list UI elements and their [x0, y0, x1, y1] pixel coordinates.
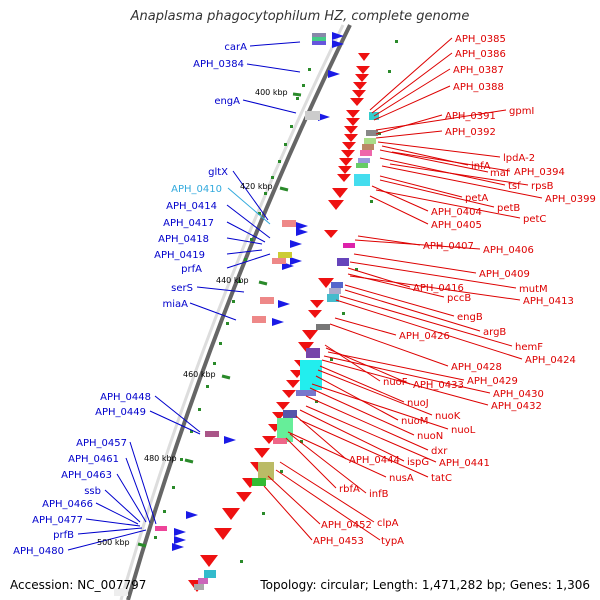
gene-label-APH_0391[interactable]: APH_0391 [445, 111, 496, 122]
gene-label-APH_0414[interactable]: APH_0414 [166, 201, 217, 212]
gene-label-APH_0399[interactable]: APH_0399 [545, 194, 596, 205]
gene-label-APH_0386[interactable]: APH_0386 [455, 49, 506, 60]
gene-label-engB[interactable]: engB [457, 312, 483, 323]
gene-label-petC[interactable]: petC [523, 214, 546, 225]
genome-backbone-inner [119, 24, 345, 600]
gene-label-nuoK[interactable]: nuoK [435, 411, 461, 422]
tick-label-400: 400 kbp [255, 88, 288, 97]
gene-label-APH_0452[interactable]: APH_0452 [321, 520, 372, 531]
gene-label-APH_0394[interactable]: APH_0394 [514, 167, 565, 178]
gene-label-APH_0409[interactable]: APH_0409 [479, 269, 530, 280]
tick-label-500: 500 kbp [97, 538, 130, 547]
gene-label-APH_0392[interactable]: APH_0392 [445, 127, 496, 138]
gene-label-APH_0406[interactable]: APH_0406 [483, 245, 534, 256]
gene-label-petB[interactable]: petB [497, 203, 520, 214]
gene-label-APH_0463[interactable]: APH_0463 [61, 470, 112, 481]
genome-title: Anaplasma phagocytophilum HZ, complete g… [130, 9, 470, 24]
gene-label-APH_0480[interactable]: APH_0480 [13, 546, 64, 557]
right-gene-labels: APH_0385 APH_0386 APH_0387 APH_0388 gpmI… [313, 34, 596, 547]
gene-label-nuoN[interactable]: nuoN [417, 431, 443, 442]
gene-label-APH_0419[interactable]: APH_0419 [154, 250, 205, 261]
gene-label-APH_0418[interactable]: APH_0418 [158, 234, 209, 245]
genome-summary: Topology: circular; Length: 1,471,282 bp… [260, 578, 590, 592]
forward-strand-features [172, 32, 344, 551]
gene-label-APH_0429[interactable]: APH_0429 [467, 376, 518, 387]
gene-label-serS[interactable]: serS [171, 283, 193, 294]
gene-label-rbfA[interactable]: rbfA [339, 484, 360, 495]
gene-label-APH_0428[interactable]: APH_0428 [451, 362, 502, 373]
gene-label-maf[interactable]: maf [490, 168, 510, 179]
gene-label-rpsB[interactable]: rpsB [531, 181, 554, 192]
gene-label-ispG[interactable]: ispG [407, 457, 429, 468]
gene-label-APH_0388[interactable]: APH_0388 [453, 82, 504, 93]
gene-label-mutM[interactable]: mutM [519, 284, 548, 295]
gene-label-gpmI[interactable]: gpmI [509, 106, 534, 117]
inner-tick-dots [154, 40, 398, 563]
reverse-strand-features [188, 53, 370, 592]
gene-label-APH_0466[interactable]: APH_0466 [42, 499, 93, 510]
accession-label: Accession: NC_007797 [10, 578, 147, 592]
gene-label-prfB[interactable]: prfB [53, 530, 74, 541]
gene-label-argB[interactable]: argB [483, 327, 506, 338]
gene-label-prfA[interactable]: prfA [181, 264, 202, 275]
gene-label-APH_0426[interactable]: APH_0426 [399, 331, 450, 342]
gene-label-miaA[interactable]: miaA [163, 299, 189, 310]
gene-label-typA[interactable]: typA [381, 536, 404, 547]
gene-label-tatC[interactable]: tatC [431, 473, 452, 484]
gene-label-APH_0405[interactable]: APH_0405 [431, 220, 482, 231]
tick-label-460: 460 kbp [183, 370, 216, 379]
gene-label-APH_0477[interactable]: APH_0477 [32, 515, 83, 526]
gene-label-APH_0444[interactable]: APH_0444 [349, 455, 400, 466]
gene-label-infA[interactable]: infA [471, 161, 491, 172]
gene-label-APH_0417[interactable]: APH_0417 [163, 218, 214, 229]
tick-label-480: 480 kbp [144, 454, 177, 463]
gene-label-APH_0385[interactable]: APH_0385 [455, 34, 506, 45]
gene-label-APH_0404[interactable]: APH_0404 [431, 207, 482, 218]
aph0410-callout-line [227, 187, 271, 225]
gene-label-APH_0432[interactable]: APH_0432 [491, 401, 542, 412]
gene-label-petA[interactable]: petA [465, 193, 488, 204]
gene-label-nuoF[interactable]: nuoF [383, 377, 408, 388]
gene-label-APH_0453[interactable]: APH_0453 [313, 536, 364, 547]
gene-label-infB[interactable]: infB [369, 489, 389, 500]
gene-label-nuoJ[interactable]: nuoJ [407, 398, 429, 409]
gene-label-APH_0416[interactable]: APH_0416 [413, 283, 464, 294]
gene-label-nuoL[interactable]: nuoL [451, 425, 476, 436]
gene-label-nuoM[interactable]: nuoM [401, 416, 428, 427]
gene-label-nusA[interactable]: nusA [389, 473, 414, 484]
gene-label-APH_0407[interactable]: APH_0407 [423, 241, 474, 252]
gene-label-APH_0384[interactable]: APH_0384 [193, 59, 244, 70]
gene-label-dxr[interactable]: dxr [431, 446, 448, 457]
gene-label-APH_0430[interactable]: APH_0430 [493, 389, 544, 400]
gene-label-hemF[interactable]: hemF [515, 342, 543, 353]
gene-label-clpA[interactable]: clpA [377, 518, 399, 529]
gene-label-tsf[interactable]: tsf [508, 181, 521, 192]
left-gene-labels: carA APH_0384 engA gltX APH_0410 APH_041… [13, 42, 247, 557]
tick-label-440: 440 kbp [216, 276, 249, 285]
colored-feature-blocks [114, 33, 326, 596]
left-callout-lines [67, 41, 301, 551]
gene-label-ssb[interactable]: ssb [84, 486, 101, 497]
multicolor-feature-strips [194, 112, 379, 590]
gene-label-APH_0449[interactable]: APH_0449 [95, 407, 146, 418]
gene-label-APH_0433[interactable]: APH_0433 [413, 380, 464, 391]
gene-label-APH_0387[interactable]: APH_0387 [453, 65, 504, 76]
gene-label-lpdA-2[interactable]: lpdA-2 [503, 153, 535, 164]
gene-label-APH_0461[interactable]: APH_0461 [68, 454, 119, 465]
tick-label-420: 420 kbp [240, 182, 273, 191]
gene-label-APH_0441[interactable]: APH_0441 [439, 458, 490, 469]
kbp-tick-labels: 400 kbp 420 kbp 440 kbp 460 kbp 480 kbp … [97, 88, 288, 547]
gene-label-APH_0457[interactable]: APH_0457 [76, 438, 127, 449]
gene-label-APH_0410[interactable]: APH_0410 [171, 184, 222, 195]
gene-label-carA[interactable]: carA [224, 42, 247, 53]
gene-label-gltX[interactable]: gltX [208, 167, 228, 178]
right-callout-lines [263, 37, 543, 541]
gene-label-APH_0413[interactable]: APH_0413 [523, 296, 574, 307]
gene-label-engA[interactable]: engA [214, 96, 240, 107]
gene-label-APH_0424[interactable]: APH_0424 [525, 355, 576, 366]
kbp-tick-marks [137, 92, 302, 548]
gene-label-pccB[interactable]: pccB [447, 293, 471, 304]
gene-label-APH_0448[interactable]: APH_0448 [100, 392, 151, 403]
